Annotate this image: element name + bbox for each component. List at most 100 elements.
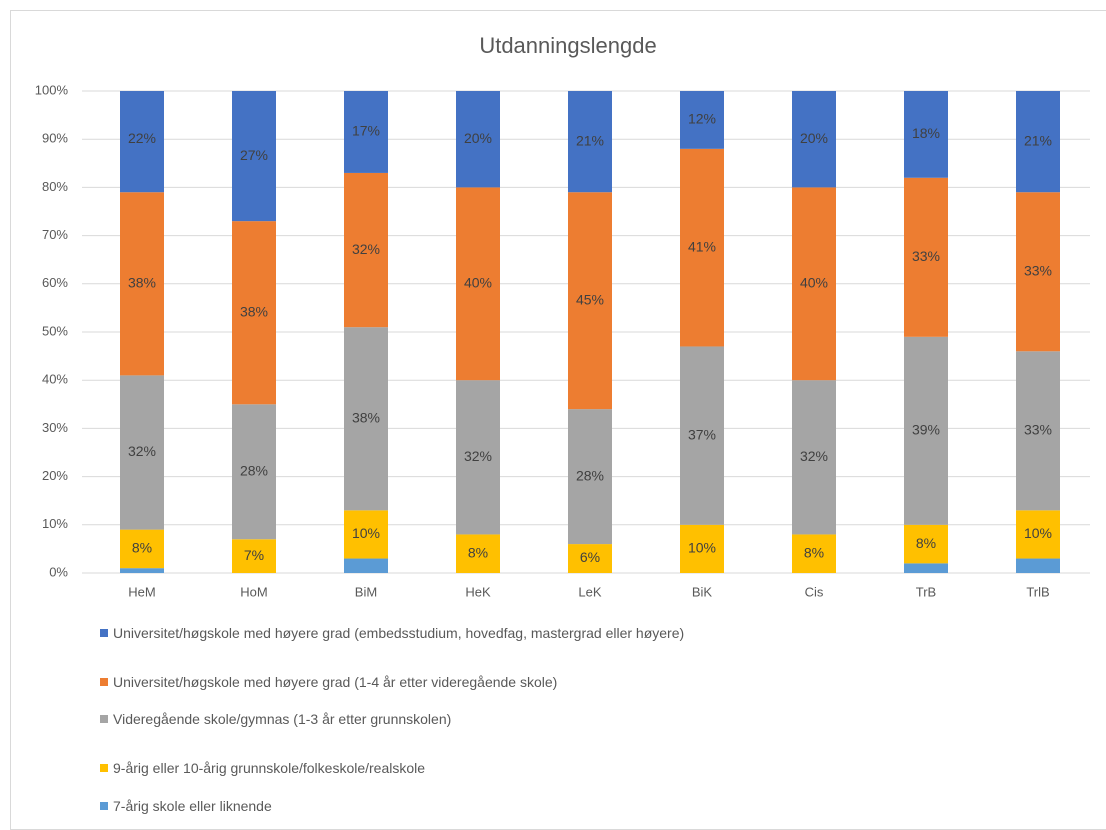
data-label: 32%	[352, 241, 380, 257]
x-tick-label: LeK	[578, 584, 601, 599]
bar-segment	[792, 534, 836, 573]
x-tick-label: HeM	[128, 584, 155, 599]
data-label: 38%	[128, 275, 156, 291]
bar-segment	[568, 192, 612, 410]
legend-item: 7-årig skole eller liknende	[100, 793, 800, 820]
bar-segment	[232, 539, 276, 573]
y-tick-label: 0%	[49, 564, 68, 579]
bar-segment	[568, 409, 612, 545]
bar-segment	[1016, 91, 1060, 193]
data-label: 21%	[1024, 132, 1052, 148]
bar-segment	[344, 172, 388, 328]
data-label: 17%	[352, 123, 380, 139]
bar-segment	[232, 91, 276, 222]
bar-segment	[456, 91, 500, 188]
data-label: 10%	[1024, 525, 1052, 541]
data-label: 32%	[128, 443, 156, 459]
legend-item: 9-årig eller 10-årig grunnskole/folkesko…	[100, 755, 800, 782]
bar-segment	[344, 558, 388, 573]
y-tick-label: 30%	[42, 420, 68, 435]
bar-segment	[456, 187, 500, 381]
data-label: 22%	[128, 130, 156, 146]
legend-label: Universitet/høgskole med høyere grad (1-…	[113, 674, 558, 690]
data-label: 32%	[464, 448, 492, 464]
legend-swatch	[100, 764, 108, 772]
bar-segment	[904, 91, 948, 178]
bar-segment	[792, 91, 836, 188]
data-label: 45%	[576, 291, 604, 307]
data-label: 32%	[800, 448, 828, 464]
data-label: 27%	[240, 147, 268, 163]
y-tick-label: 60%	[42, 275, 68, 290]
data-label: 8%	[132, 540, 152, 556]
data-label: 12%	[688, 111, 716, 127]
legend-swatch	[100, 715, 108, 723]
data-label: 40%	[464, 275, 492, 291]
x-tick-label: TrlB	[1026, 584, 1049, 599]
bar-segment	[344, 327, 388, 511]
legend-swatch	[100, 629, 108, 637]
data-label: 18%	[912, 125, 940, 141]
bar-segment	[232, 221, 276, 405]
bar-segment	[120, 568, 164, 573]
bar-segment	[680, 346, 724, 525]
y-tick-label: 50%	[42, 323, 68, 338]
bar-segment	[1016, 558, 1060, 573]
bar-segment	[456, 534, 500, 573]
bar-segment	[568, 544, 612, 573]
legend-label: 7-årig skole eller liknende	[113, 798, 272, 814]
y-tick-label: 10%	[42, 516, 68, 531]
y-tick-label: 40%	[42, 372, 68, 387]
data-label: 20%	[464, 130, 492, 146]
legend-item: Universitet/høgskole med høyere grad (em…	[100, 620, 800, 647]
y-tick-label: 80%	[42, 179, 68, 194]
bar-segment	[904, 563, 948, 573]
y-tick-label: 70%	[42, 227, 68, 242]
data-label: 41%	[688, 238, 716, 254]
data-label: 39%	[912, 422, 940, 438]
chart-title: Utdanningslengde	[479, 33, 656, 58]
data-label: 20%	[800, 130, 828, 146]
bar-segment	[680, 148, 724, 347]
data-label: 8%	[916, 535, 936, 551]
bar-segment	[680, 524, 724, 573]
legend-item: Universitet/høgskole med høyere grad (1-…	[100, 669, 800, 696]
legend-label: Universitet/høgskole med høyere grad (em…	[113, 625, 685, 641]
data-label: 33%	[912, 248, 940, 264]
data-label: 10%	[352, 525, 380, 541]
x-tick-label: HoM	[240, 584, 267, 599]
y-tick-label: 90%	[42, 131, 68, 146]
x-tick-label: BiM	[355, 584, 377, 599]
bar-segment	[904, 177, 948, 337]
data-label: 28%	[576, 467, 604, 483]
y-tick-label: 100%	[35, 82, 69, 97]
bar-segment	[680, 91, 724, 149]
bar-segment	[232, 404, 276, 540]
data-label: 40%	[800, 275, 828, 291]
legend-swatch	[100, 678, 108, 686]
data-label: 38%	[352, 409, 380, 425]
y-tick-label: 20%	[42, 468, 68, 483]
data-label: 8%	[804, 544, 824, 560]
bar-segment	[456, 380, 500, 535]
bar-segment	[904, 336, 948, 525]
bar-segment	[120, 192, 164, 376]
legend-label: Videregående skole/gymnas (1-3 år etter …	[113, 711, 452, 727]
data-label: 37%	[688, 426, 716, 442]
data-label: 7%	[244, 547, 264, 563]
bar-segment	[568, 91, 612, 193]
data-label: 28%	[240, 462, 268, 478]
bar-segment	[1016, 192, 1060, 352]
x-tick-label: TrB	[916, 584, 936, 599]
bar-segment	[120, 529, 164, 569]
data-label: 38%	[240, 303, 268, 319]
legend-item: Videregående skole/gymnas (1-3 år etter …	[100, 706, 800, 733]
data-label: 6%	[580, 549, 600, 565]
x-tick-label: BiK	[692, 584, 713, 599]
bar-segment	[1016, 351, 1060, 511]
data-label: 33%	[1024, 422, 1052, 438]
legend-swatch	[100, 802, 108, 810]
legend-label: 9-årig eller 10-årig grunnskole/folkesko…	[113, 760, 426, 776]
